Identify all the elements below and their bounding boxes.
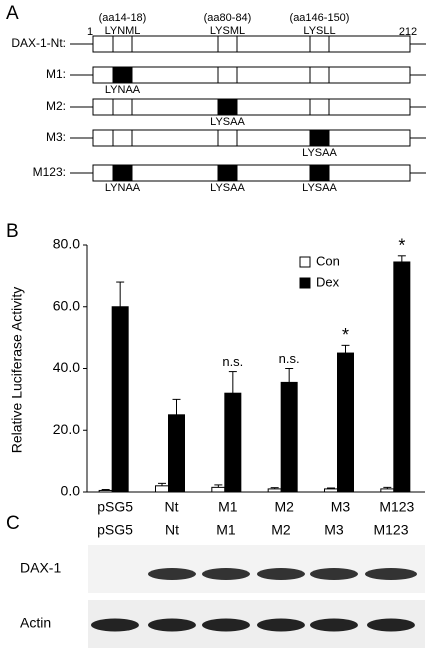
- construct-name: DAX-1-Nt:: [11, 36, 66, 50]
- construct-box: [92, 35, 411, 53]
- bar: [224, 392, 242, 493]
- significance-label: *: [398, 236, 405, 256]
- motif-box: [112, 35, 133, 53]
- y-tick-label: 40.0: [53, 359, 80, 375]
- mutation-label: LYSAA: [210, 116, 245, 128]
- motif-box: [217, 129, 238, 147]
- protein-band: [310, 618, 358, 632]
- protein-band: [202, 618, 250, 632]
- motif-box: [217, 164, 238, 182]
- y-tick-label: 80.0: [53, 236, 80, 252]
- bar: [337, 352, 354, 493]
- bar: [211, 486, 226, 493]
- legend-swatch: [299, 256, 311, 268]
- construct-box: [92, 129, 411, 147]
- lane-label: M123: [373, 522, 408, 538]
- motif-sequence: LYNML: [105, 25, 141, 37]
- protein-band: [365, 568, 417, 580]
- motif-position: (aa146-150): [290, 12, 350, 24]
- panel-letter: A: [6, 3, 19, 24]
- x-tick-label: pSG5: [97, 499, 133, 515]
- x-tick-label: M3: [331, 499, 351, 515]
- motif-box: [309, 164, 330, 182]
- motif-box: [112, 66, 133, 84]
- panel-letter: B: [6, 221, 19, 242]
- protein-band: [310, 568, 358, 580]
- mutation-label: LYNAA: [105, 182, 141, 194]
- blot-label: Actin: [20, 615, 51, 631]
- motif-box: [309, 98, 330, 116]
- mutation-label: LYSAA: [210, 182, 245, 194]
- lane-label: Nt: [165, 522, 179, 538]
- motif-box: [112, 98, 133, 116]
- y-tick-label: 0.0: [61, 483, 81, 499]
- legend-label: Con: [316, 253, 340, 268]
- motif-box: [309, 66, 330, 84]
- construct-name: M3:: [46, 130, 66, 144]
- y-tick-label: 60.0: [53, 297, 80, 313]
- panel-letter: C: [6, 513, 20, 534]
- lane-label: M2: [271, 522, 291, 538]
- x-tick-label: M2: [274, 499, 294, 515]
- construct-box: [92, 66, 411, 84]
- bar: [280, 381, 298, 493]
- bar: [324, 488, 338, 493]
- motif-position: (aa14-18): [99, 12, 147, 24]
- bar: [111, 306, 129, 493]
- mutation-label: LYSAA: [302, 182, 337, 194]
- x-tick-label: M1: [218, 499, 238, 515]
- bar: [168, 414, 185, 493]
- bar: [98, 489, 113, 493]
- protein-band: [367, 618, 415, 632]
- bar: [155, 485, 169, 493]
- blot-label: DAX-1: [20, 560, 61, 576]
- blot-membrane: [88, 545, 425, 593]
- motif-box: [217, 66, 238, 84]
- construct-box: [92, 98, 411, 116]
- legend-swatch: [299, 277, 311, 289]
- lane-label: M3: [324, 522, 344, 538]
- protein-band: [202, 568, 250, 580]
- lane-label: pSG5: [97, 522, 133, 538]
- protein-band: [148, 568, 196, 580]
- motif-box: [309, 129, 330, 147]
- y-tick-label: 20.0: [53, 421, 80, 437]
- end-residue: 212: [399, 26, 417, 38]
- construct-name: M123:: [33, 165, 66, 179]
- motif-box: [309, 35, 330, 53]
- construct-box: [92, 164, 411, 182]
- construct-name: M1:: [46, 67, 66, 81]
- protein-band: [148, 618, 196, 632]
- bar: [380, 488, 395, 493]
- motif-sequence: LYSLL: [303, 25, 335, 37]
- bar: [267, 488, 282, 493]
- significance-label: n.s.: [222, 354, 243, 369]
- y-axis-label: Relative Luciferase Activity: [9, 287, 25, 454]
- protein-band: [91, 618, 139, 632]
- motif-box: [217, 98, 238, 116]
- protein-band: [257, 568, 305, 580]
- motif-box: [217, 35, 238, 53]
- mutation-label: LYNAA: [105, 84, 141, 96]
- protein-band: [257, 618, 305, 632]
- bar: [393, 261, 411, 493]
- motif-sequence: LYSML: [210, 25, 245, 37]
- x-tick-label: Nt: [165, 499, 179, 515]
- lane-label: M1: [216, 522, 236, 538]
- significance-label: n.s.: [279, 351, 300, 366]
- motif-box: [112, 164, 133, 182]
- motif-box: [112, 129, 133, 147]
- start-residue: 1: [87, 26, 93, 38]
- mutation-label: LYSAA: [302, 147, 337, 159]
- construct-name: M2:: [46, 99, 66, 113]
- significance-label: *: [342, 325, 349, 345]
- motif-position: (aa80-84): [204, 12, 252, 24]
- legend-label: Dex: [316, 274, 340, 289]
- x-tick-label: M123: [379, 499, 414, 515]
